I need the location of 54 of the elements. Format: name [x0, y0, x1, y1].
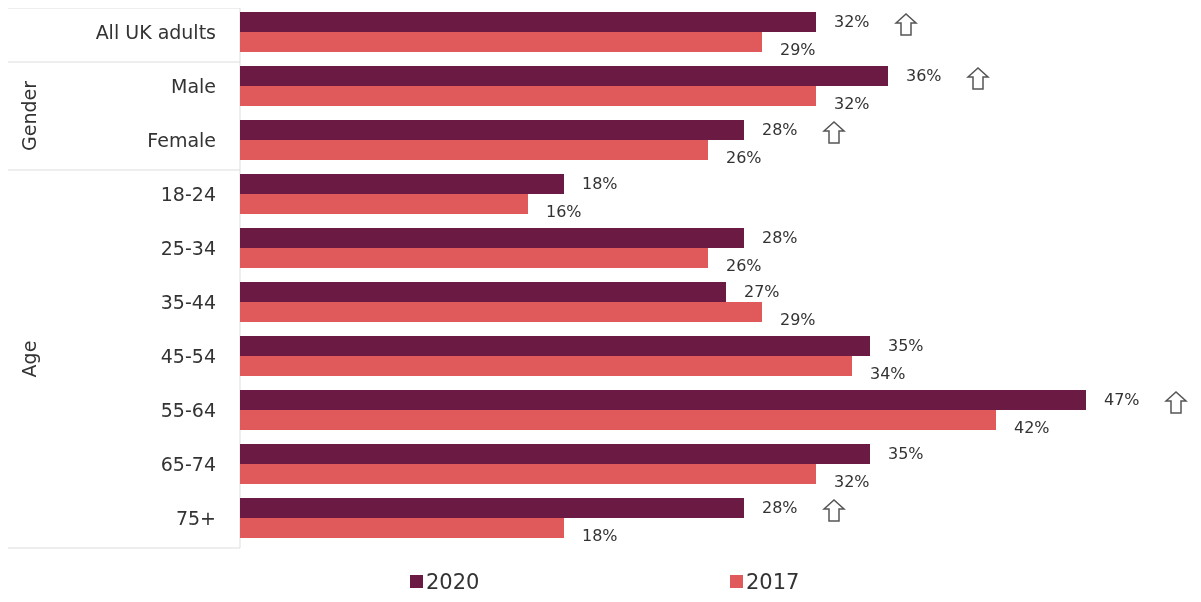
bar: [240, 390, 1086, 410]
data-label: 47%: [1104, 389, 1140, 409]
data-label: 32%: [834, 471, 870, 491]
y-tick-label: 45-54: [160, 344, 216, 367]
data-label: 26%: [726, 147, 762, 167]
y-tick-label: All UK adults: [95, 20, 216, 43]
bar: [240, 120, 744, 140]
bar: [240, 498, 744, 518]
bar: [240, 66, 888, 86]
bar: [240, 444, 870, 464]
bar: [240, 410, 996, 430]
legend-label: 2017: [746, 570, 800, 594]
y-tick-label: Female: [147, 128, 216, 151]
text: Gender: [17, 80, 40, 152]
bar: [240, 228, 744, 248]
data-label: 34%: [870, 363, 906, 383]
data-label: 42%: [1014, 417, 1050, 437]
bar: [240, 86, 816, 106]
data-label: 28%: [762, 497, 798, 517]
bar: [240, 282, 726, 302]
bar: [240, 464, 816, 484]
legend-label: 2020: [426, 570, 480, 594]
data-label: 35%: [888, 443, 924, 463]
y-tick-label: 25-34: [160, 236, 216, 259]
data-label: 27%: [744, 281, 780, 301]
bar: [240, 248, 708, 268]
data-label: 26%: [726, 255, 762, 275]
y-tick-label: 35-44: [160, 290, 216, 313]
y-tick-label: 75+: [175, 506, 216, 529]
bar: [240, 356, 852, 376]
data-label: 32%: [834, 93, 870, 113]
data-label: 18%: [582, 173, 618, 193]
bar: [240, 174, 564, 194]
bar: [240, 302, 762, 322]
bar: [240, 336, 870, 356]
data-label: 29%: [780, 39, 816, 59]
data-label: 29%: [780, 309, 816, 329]
bar: [240, 518, 564, 538]
data-label: 28%: [762, 119, 798, 139]
bar: [240, 12, 816, 32]
text: Age: [17, 340, 40, 378]
y-tick-label: 55-64: [160, 398, 216, 421]
data-label: 35%: [888, 335, 924, 355]
data-label: 28%: [762, 227, 798, 247]
bar: [240, 194, 528, 214]
data-label: 16%: [546, 201, 582, 221]
data-label: 32%: [834, 11, 870, 31]
y-tick-label: 65-74: [160, 452, 216, 475]
bar: [240, 140, 708, 160]
y-tick-label: 18-24: [160, 182, 216, 205]
data-label: 18%: [582, 525, 618, 545]
y-tick-label: Male: [170, 74, 216, 97]
bar: [240, 32, 762, 52]
data-label: 36%: [906, 65, 942, 85]
